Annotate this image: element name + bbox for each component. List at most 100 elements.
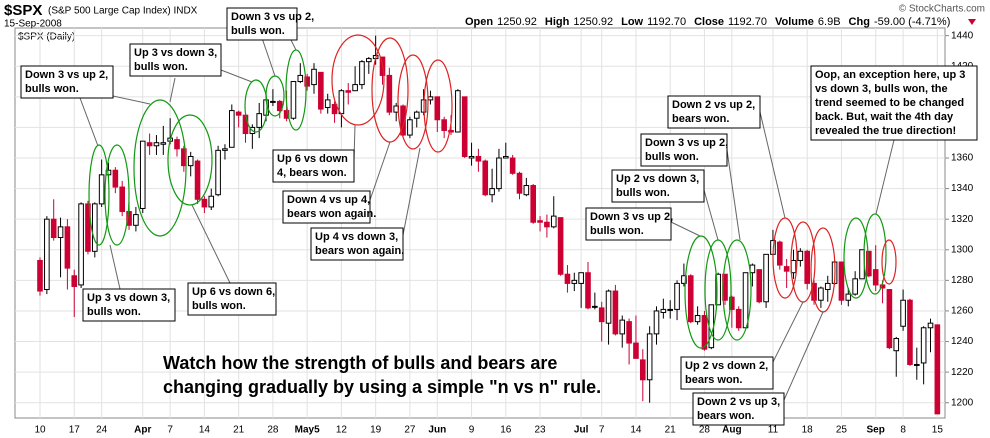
candle-body [448,129,454,133]
y-tick-label: 1300 [951,244,974,255]
candle-body [742,272,749,329]
candle-body [653,310,660,335]
candle-body [434,96,441,121]
candle-body [824,282,831,291]
annotation-text: Down 3 vs up 2, [25,69,108,81]
candle-body [866,250,872,277]
x-tick-label: 8 [900,425,906,436]
annotation-text: Up 2 vs down 3, [616,173,699,185]
candle-body [311,68,317,86]
candle-body [818,287,824,301]
symbol: $SPX [4,2,42,19]
candle-body [235,111,242,116]
leader-lines [79,37,895,401]
annotation-text: bulls won. [616,187,670,199]
x-tick-label: 9 [469,425,475,436]
annotation-box [310,227,404,261]
candle-body [98,174,105,205]
x-tick-label: Jun [428,425,446,436]
x-tick-label: 18 [802,425,814,436]
quote-label: Close [694,16,724,28]
x-tick-label: 28 [699,425,711,436]
candle-body [701,315,708,350]
candle-body [229,110,235,148]
candle-body [160,142,167,145]
leader-line [79,97,99,147]
candle-body [92,203,98,252]
annotation-text: Up 6 vs down [277,153,348,165]
candle-body [605,290,612,324]
candle-body [37,259,43,292]
ellipse [104,144,130,246]
candle-body [893,337,900,352]
candle-body [612,290,619,335]
candle-body [139,140,146,209]
candle-body [366,58,372,63]
annotation-text: bulls won. [645,151,699,163]
x-tick-label: 14 [199,425,211,436]
ellipse [167,114,213,206]
candle-body [468,155,475,159]
candle-body [153,142,160,147]
x-tick-label: 23 [534,425,546,436]
candle-body [57,226,64,239]
candle-body [729,296,735,310]
y-tick-label: 1360 [951,153,974,164]
candle-body [386,74,393,113]
annotation-box [129,43,222,77]
annotation-text: bulls won. [231,25,285,37]
x-tick-label: 27 [404,425,416,436]
candle-body [276,100,283,112]
leader-line [169,77,176,103]
candle-body [667,308,674,311]
x-tick-label: 11 [768,425,779,436]
leader-line [402,147,421,236]
annotation-text: Down 3 vs up 2, [231,11,314,23]
ellipse [423,59,453,153]
annotation-text: bears won. [672,113,729,125]
leader-line [261,37,276,77]
candle-body [50,218,57,239]
annotation-box [692,392,785,426]
annotation-text: bulls won. [590,225,644,237]
candle-body [804,250,811,284]
candle-body [208,195,215,208]
candle-body [756,269,763,303]
candle-body [845,293,852,301]
y-tick-label: 1340 [951,183,974,194]
annotation-box [667,95,761,129]
candle-body [503,155,509,159]
annotation-text: vs down 3, bulls won, the [815,83,948,95]
candle-body [413,111,420,119]
annotation-text: Down 4 vs up 4, [287,194,370,206]
annotation-box [272,149,355,183]
x-tick-label: 21 [665,425,677,436]
candle-body [777,241,783,266]
x-tick-label: 12 [336,425,348,436]
candle-body [900,299,906,327]
candle-body [194,160,201,200]
candle-body [914,363,920,366]
quote-label: Chg [849,16,870,28]
candle-body [646,333,653,381]
annotation-box [226,7,298,41]
annotation-text: back. But, wait the 4th day [815,111,954,123]
candle-body [523,185,530,196]
annotation-box [611,169,705,203]
annotation-text: bulls won. [192,300,246,312]
candle-body [537,220,543,223]
annotation-text: trend seemed to be changed [815,97,964,109]
candle-body [78,203,84,286]
ellipse [863,213,887,295]
x-tick-label: 28 [267,425,279,436]
down-arrow [968,19,976,25]
candle-body [934,324,941,415]
annotation-text: Down 2 vs up 3, [697,396,780,408]
candle-body [174,139,180,150]
candle-body [71,275,78,287]
ellipse [684,235,718,349]
ellipse [331,34,385,126]
annotation-text: revealed the true direction! [815,125,956,137]
annotation-text: bulls won. [87,306,141,318]
